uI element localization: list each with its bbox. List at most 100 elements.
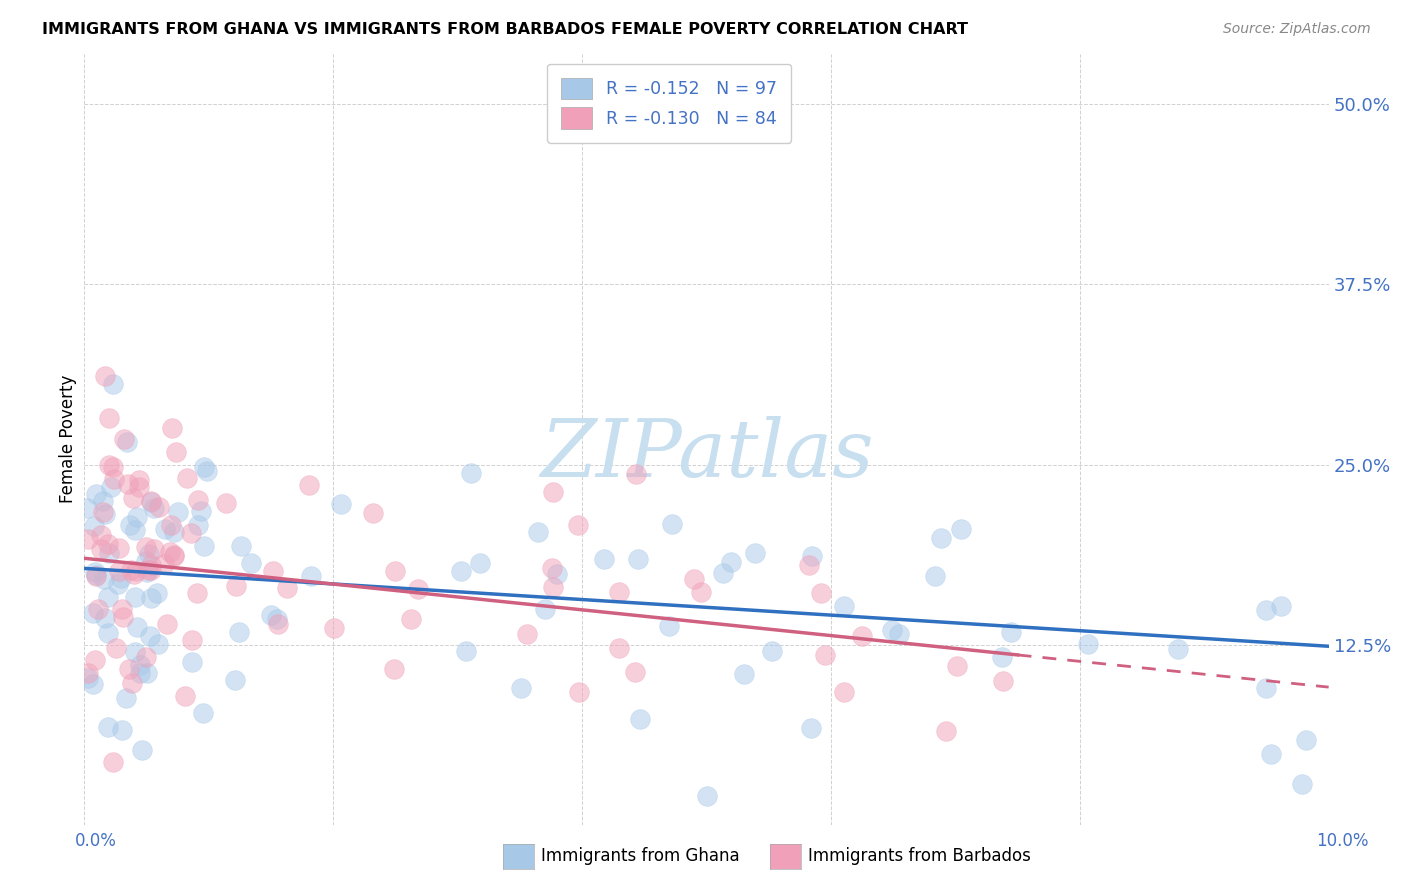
Point xyxy=(384,564,406,578)
Point xyxy=(329,497,352,511)
Point xyxy=(186,586,208,600)
Text: Immigrants from Barbados: Immigrants from Barbados xyxy=(808,847,1032,865)
Point xyxy=(160,421,183,435)
Point xyxy=(93,572,115,586)
Point xyxy=(103,472,125,486)
Point xyxy=(661,517,683,532)
Point xyxy=(406,582,429,597)
Point xyxy=(124,523,146,537)
Point xyxy=(228,625,250,640)
Point xyxy=(276,581,298,595)
Point xyxy=(76,666,98,681)
Point xyxy=(924,569,946,583)
Point xyxy=(136,566,159,580)
Point xyxy=(935,724,957,739)
Point xyxy=(624,665,647,680)
Point xyxy=(139,495,162,509)
Point xyxy=(229,540,252,554)
Point xyxy=(1077,637,1099,651)
Point xyxy=(165,445,187,459)
Point xyxy=(945,658,967,673)
Point xyxy=(814,648,837,662)
Point xyxy=(153,522,176,536)
Point xyxy=(450,564,472,578)
Point xyxy=(744,546,766,560)
Point xyxy=(541,484,564,499)
Point xyxy=(991,673,1014,688)
Point xyxy=(929,532,952,546)
Point xyxy=(323,621,346,635)
Point xyxy=(97,591,120,605)
Point xyxy=(696,789,718,804)
Point xyxy=(124,645,146,659)
Point xyxy=(720,555,742,569)
Point xyxy=(135,665,157,680)
Point xyxy=(607,640,630,655)
Point xyxy=(84,568,107,582)
Point xyxy=(135,540,157,554)
Point xyxy=(91,494,114,508)
Point xyxy=(100,480,122,494)
Point xyxy=(797,558,820,572)
Point xyxy=(239,556,262,570)
Point xyxy=(84,487,107,501)
Point xyxy=(627,552,650,566)
Point xyxy=(148,500,170,514)
Point xyxy=(141,563,163,577)
Point xyxy=(298,478,321,492)
Point xyxy=(262,564,284,578)
Point xyxy=(131,742,153,756)
Point xyxy=(628,712,651,726)
Point xyxy=(173,689,195,703)
Point xyxy=(533,602,555,616)
Point xyxy=(546,566,568,581)
Point xyxy=(128,480,150,494)
Point xyxy=(567,517,589,532)
Point xyxy=(800,721,823,735)
Point xyxy=(568,685,591,699)
Point xyxy=(143,500,166,515)
Text: 0.0%: 0.0% xyxy=(75,832,117,850)
Point xyxy=(135,649,157,664)
Point xyxy=(541,580,564,594)
Point xyxy=(112,432,135,446)
Point xyxy=(889,627,911,641)
Point xyxy=(267,616,290,631)
Point xyxy=(689,585,711,599)
Point xyxy=(187,518,209,533)
Point xyxy=(592,552,614,566)
Point xyxy=(94,507,117,521)
Point xyxy=(120,518,142,533)
Text: Immigrants from Ghana: Immigrants from Ghana xyxy=(541,847,740,865)
Point xyxy=(115,691,138,706)
Point xyxy=(190,504,212,518)
Point xyxy=(832,684,855,698)
Point xyxy=(454,644,477,658)
Point xyxy=(138,547,160,561)
Legend: R = -0.152   N = 97, R = -0.130   N = 84: R = -0.152 N = 97, R = -0.130 N = 84 xyxy=(547,63,792,143)
Point xyxy=(260,608,283,623)
Point xyxy=(527,525,550,540)
Point xyxy=(470,556,492,570)
Point xyxy=(1000,624,1022,639)
Point xyxy=(86,602,108,616)
Point xyxy=(683,572,706,586)
Point xyxy=(266,612,288,626)
Point xyxy=(851,629,873,643)
Point xyxy=(124,591,146,605)
Point xyxy=(143,541,166,556)
Point xyxy=(111,723,134,737)
Point xyxy=(101,756,124,770)
Text: Source: ZipAtlas.com: Source: ZipAtlas.com xyxy=(1223,22,1371,37)
Point xyxy=(97,720,120,734)
Point xyxy=(1256,681,1278,696)
Point xyxy=(77,532,100,546)
Point xyxy=(107,577,129,591)
Point xyxy=(118,662,141,676)
Point xyxy=(180,525,202,540)
Point xyxy=(83,518,105,533)
Point xyxy=(146,637,169,651)
Point xyxy=(128,657,150,672)
Point xyxy=(156,617,179,632)
Point xyxy=(163,525,186,540)
